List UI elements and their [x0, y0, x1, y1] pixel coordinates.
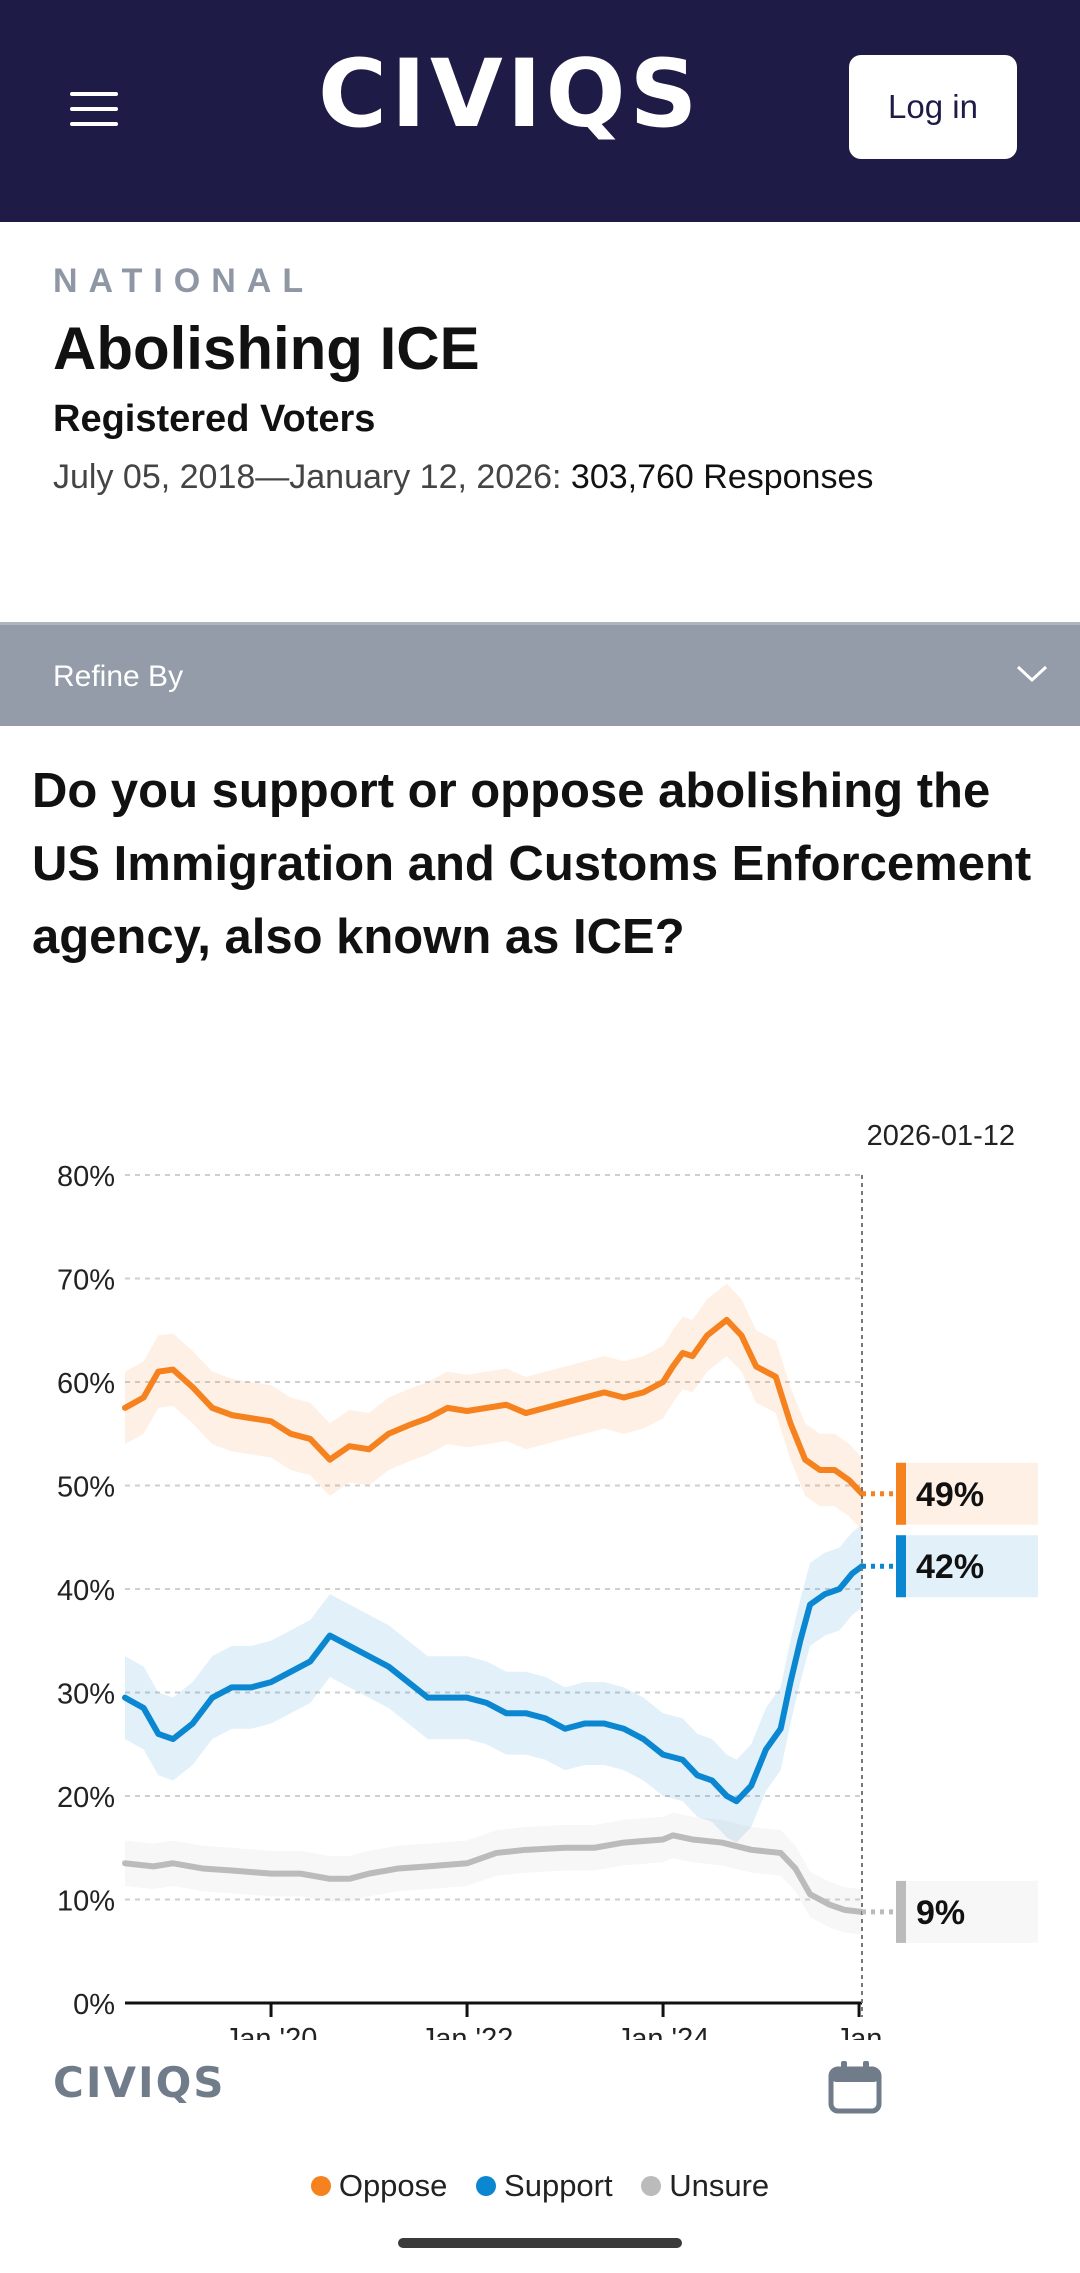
- y-tick-label: 60%: [57, 1368, 115, 1400]
- current-date-label: 2026-01-12: [867, 1120, 1015, 1152]
- y-tick-label: 50%: [57, 1472, 115, 1504]
- legend-label-support: Support: [504, 2168, 613, 2203]
- value-label-bar-oppose: [896, 1462, 906, 1525]
- y-tick-label: 20%: [57, 1782, 115, 1814]
- y-tick-label: 30%: [57, 1679, 115, 1711]
- legend-dot-oppose: [310, 2175, 331, 2196]
- date-range-text: July 05, 2018—January 12, 2026:: [53, 458, 562, 496]
- band-support: [125, 1524, 862, 1843]
- legend-item-support[interactable]: Support: [476, 2168, 613, 2204]
- x-tick-label: Jan: [836, 2023, 883, 2040]
- legend-item-unsure[interactable]: Unsure: [641, 2168, 769, 2204]
- survey-region: NATIONAL: [53, 262, 315, 300]
- value-label-bar-unsure: [896, 1880, 906, 1943]
- x-tick-label: Jan '20: [225, 2023, 318, 2040]
- page-title: Abolishing ICE: [53, 315, 480, 382]
- line-support: [122, 1563, 865, 1805]
- legend-dot-support: [476, 2175, 497, 2196]
- survey-question: Do you support or oppose abolishing the …: [32, 764, 1032, 964]
- x-tick-label: Jan '22: [421, 2023, 514, 2040]
- value-label-bg-unsure: [896, 1880, 1038, 1943]
- value-label-bar-support: [896, 1535, 906, 1598]
- calendar-icon[interactable]: [828, 2060, 882, 2114]
- line-unsure: [122, 1832, 865, 1915]
- civiqs-watermark-logo: CIVIQS: [53, 2058, 226, 2107]
- trend-chart: 0% 10% 20% 30% 40% 50% 60% 70% 80% Jan '20 Jan '22…: [57, 1120, 1038, 2040]
- civiqs-logo[interactable]: CIVIQS: [318, 40, 702, 149]
- y-tick-label: 80%: [57, 1161, 115, 1193]
- x-tick-label: Jan '24: [617, 2023, 710, 2040]
- value-label-support: 42%: [916, 1548, 984, 1586]
- legend-item-oppose[interactable]: Oppose: [310, 2168, 448, 2204]
- menu-icon[interactable]: [70, 92, 118, 126]
- legend-dot-unsure: [641, 2175, 662, 2196]
- survey-date-range: July 05, 2018—January 12, 2026: 303,760 …: [53, 458, 873, 497]
- value-label-bg-oppose: [896, 1462, 1038, 1525]
- value-label-unsure: 9%: [916, 1894, 965, 1932]
- y-tick-label: 10%: [57, 1886, 115, 1918]
- refine-by-dropdown[interactable]: Refine By: [0, 622, 1080, 726]
- legend-label-unsure: Unsure: [669, 2168, 770, 2203]
- value-label-bg-support: [896, 1535, 1038, 1598]
- login-button[interactable]: Log in: [849, 55, 1017, 159]
- band-unsure: [125, 1812, 862, 1935]
- survey-population: Registered Voters: [53, 398, 376, 440]
- y-tick-label: 0%: [73, 1989, 115, 2021]
- chart-legend: Oppose Support Unsure: [0, 2168, 1080, 2204]
- chevron-down-icon: [1016, 665, 1048, 683]
- refine-by-label: Refine By: [53, 660, 184, 693]
- legend-label-oppose: Oppose: [338, 2168, 448, 2203]
- y-tick-label: 40%: [57, 1575, 115, 1607]
- home-indicator: [398, 2238, 682, 2248]
- value-label-oppose: 49%: [916, 1476, 984, 1514]
- line-oppose: [122, 1316, 865, 1497]
- y-tick-label: 70%: [57, 1265, 115, 1297]
- top-navigation-bar: CIVIQS Log in: [0, 0, 1080, 222]
- response-count: 303,760 Responses: [570, 458, 874, 496]
